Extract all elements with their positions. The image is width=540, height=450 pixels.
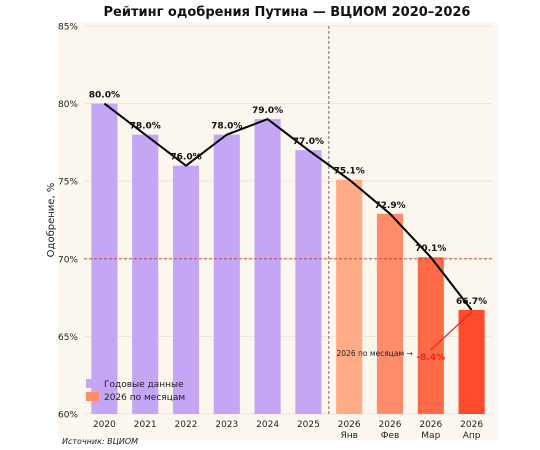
data-label: 77.0% [293,137,324,147]
bar-annual [254,119,281,415]
data-label: 70.1% [415,244,446,254]
x-tick-label: 2024 [256,420,279,430]
legend-label-monthly: 2026 по месяцам [104,393,185,403]
bar-monthly [417,257,444,414]
bar-monthly [336,179,363,414]
bar-monthly [376,213,404,414]
legend-swatch-monthly [86,392,99,401]
bar-annual [295,150,322,414]
legend-label-annual: Годовые данные [104,380,184,390]
monthly-annotation: 2026 по месяцам → [337,349,413,358]
x-tick-label: 2020 [93,420,116,430]
data-labels: 80.0% 78.0% 76.0% 78.0% 79.0% 77.0% 75.1% 72.9%… [89,91,487,307]
x-tick-sublabel: Апр [463,431,481,441]
data-label: 72.9% [374,201,405,211]
y-tick-label: 60% [58,411,78,421]
x-tick-label: 2026 [338,420,361,430]
y-tick-label: 75% [58,178,78,188]
y-axis-label: Одобрение, % [46,183,57,258]
data-label: 80.0% [89,91,120,101]
data-label: 78.0% [130,122,161,132]
change-arrow [430,311,473,351]
trend-polyline [103,102,473,311]
annotations: 2026 по месяцам → -8.4% [337,311,473,363]
legend-swatch-annual [86,379,99,388]
x-tick-label: 2025 [297,420,320,430]
x-tick-sublabel: Фев [381,431,400,441]
data-label: 66.7% [456,297,487,307]
data-label: 78.0% [211,122,242,132]
bar-annual [172,165,200,414]
y-tick-label: 70% [58,255,78,265]
bar-annual [132,134,159,414]
bar-monthly [458,310,485,414]
y-tick-label: 65% [58,333,78,343]
y-tick-label: 85% [58,23,78,33]
x-tick-label: 2026 [419,420,442,430]
legend: Годовые данные 2026 по месяцам [86,379,185,403]
x-tick-label: 2026 [460,420,483,430]
data-label: 79.0% [252,106,283,116]
x-tick-sublabel: Мар [421,431,440,441]
x-axis-ticks: 2020 2021 2022 2023 2024 2025 2026Янв2026Фев20… [93,420,483,441]
x-tick-sublabel: Янв [340,431,357,441]
x-tick-label: 2023 [215,420,238,430]
x-tick-label: 2022 [175,420,198,430]
x-tick-label: 2021 [134,420,157,430]
y-axis-ticks: 60% 65% 70% 75% 80% 85% [58,23,78,421]
trend-line [103,102,473,311]
data-label: 76.0% [170,153,201,163]
reference-lines [84,26,492,414]
chart-title: Рейтинг одобрения Путина — ВЦИОМ 2020–20… [104,5,471,20]
x-tick-label: 2026 [379,420,402,430]
source-note: Источник: ВЦИОМ [62,437,138,446]
change-annotation: -8.4% [416,353,445,363]
y-tick-label: 80% [58,100,78,110]
bar-annual [213,134,240,414]
data-label: 75.1% [334,167,365,177]
